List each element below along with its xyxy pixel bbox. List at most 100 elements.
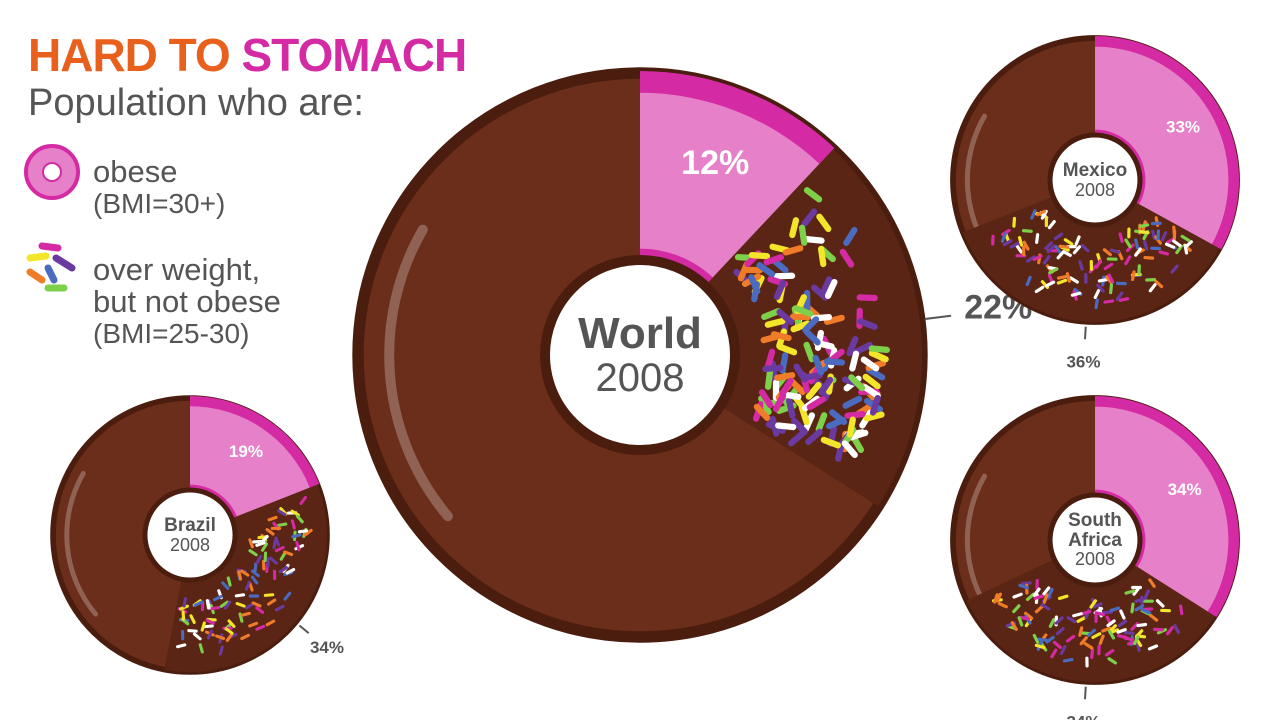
sprinkle bbox=[274, 536, 281, 547]
sprinkle bbox=[1138, 230, 1150, 235]
sprinkle bbox=[1020, 581, 1032, 586]
sprinkle bbox=[1080, 609, 1092, 616]
sprinkle bbox=[290, 519, 296, 530]
value-label: 34% bbox=[310, 638, 344, 657]
sprinkle bbox=[1089, 599, 1098, 609]
sprinkle bbox=[1107, 273, 1115, 284]
sprinkle bbox=[1148, 578, 1156, 588]
sprinkle bbox=[1119, 609, 1126, 620]
sprinkle bbox=[1055, 627, 1065, 636]
sprinkle bbox=[1143, 589, 1150, 600]
sprinkle bbox=[772, 392, 787, 413]
leader-line bbox=[1083, 326, 1087, 340]
sprinkle bbox=[226, 576, 232, 587]
sprinkle bbox=[761, 308, 782, 321]
sprinkle bbox=[1034, 285, 1045, 294]
donut-center: South Africa 2008 bbox=[1050, 495, 1140, 585]
sprinkle bbox=[263, 551, 268, 563]
sprinkle bbox=[770, 331, 792, 342]
sprinkle bbox=[269, 556, 278, 565]
donut-title: South Africa bbox=[1068, 509, 1122, 551]
sprinkle bbox=[793, 363, 808, 383]
sprinkle bbox=[829, 409, 848, 426]
title-part: HARD TO bbox=[28, 29, 231, 81]
sprinkle bbox=[178, 604, 189, 611]
leader-line bbox=[924, 314, 952, 321]
sprinkle bbox=[240, 633, 250, 641]
highlight bbox=[384, 224, 453, 522]
sprinkle bbox=[1104, 649, 1115, 657]
sprinkle bbox=[1076, 616, 1087, 623]
sprinkle bbox=[261, 542, 269, 552]
sprinkle bbox=[1069, 276, 1079, 284]
sprinkle bbox=[1072, 245, 1082, 255]
sprinkle bbox=[823, 314, 845, 325]
sprinkle bbox=[1103, 262, 1114, 271]
donut-hole bbox=[142, 487, 238, 583]
value-label: 36% bbox=[1066, 352, 1100, 371]
sprinkle bbox=[856, 294, 878, 302]
sprinkle bbox=[1035, 233, 1040, 244]
sprinkle bbox=[1018, 583, 1029, 590]
sprinkle bbox=[265, 619, 276, 627]
sprinkle bbox=[1059, 645, 1067, 656]
sprinkle bbox=[261, 559, 266, 571]
sprinkle bbox=[1044, 216, 1048, 228]
sprinkle bbox=[250, 575, 259, 585]
sprinkle bbox=[769, 415, 780, 437]
sprinkle bbox=[1137, 264, 1141, 276]
sprinkle bbox=[297, 529, 309, 534]
sprinkle bbox=[1134, 238, 1140, 250]
sprinkle bbox=[1079, 636, 1088, 646]
sprinkle bbox=[255, 554, 263, 565]
sprinkle bbox=[782, 245, 804, 256]
sprinkle bbox=[1012, 592, 1023, 599]
sprinkle bbox=[1107, 657, 1118, 665]
sprinkle bbox=[1056, 278, 1068, 285]
sprinkle bbox=[824, 278, 838, 299]
sprinkle bbox=[1147, 644, 1159, 651]
sprinkle bbox=[198, 643, 204, 654]
sprinkle bbox=[1164, 242, 1176, 249]
sprinkle bbox=[263, 593, 275, 597]
sprinkle bbox=[234, 593, 246, 598]
sprinkle bbox=[1106, 619, 1116, 628]
sprinkle bbox=[1094, 298, 1099, 310]
sprinkle bbox=[1026, 255, 1036, 263]
sprinkle bbox=[1052, 640, 1062, 649]
sprinkle bbox=[1124, 238, 1132, 249]
sprinkle bbox=[1040, 603, 1051, 611]
sprinkle bbox=[1154, 279, 1164, 289]
sprinkle bbox=[283, 550, 294, 557]
sprinkle bbox=[291, 533, 302, 539]
subtitle: Population who are: bbox=[28, 82, 364, 124]
overweight-slice bbox=[962, 196, 1220, 322]
value-label: 34% bbox=[1168, 480, 1202, 499]
sprinkle bbox=[773, 279, 787, 301]
sprinkle bbox=[1022, 245, 1026, 257]
slice-rim bbox=[190, 396, 320, 488]
sprinkle bbox=[868, 345, 890, 353]
sprinkle bbox=[790, 320, 811, 333]
sprinkle bbox=[816, 213, 832, 233]
sprinkle bbox=[206, 599, 211, 610]
sprinkle bbox=[843, 226, 858, 246]
sprinkle bbox=[1083, 642, 1094, 650]
sprinkle bbox=[1134, 604, 1145, 612]
sprinkle bbox=[1046, 244, 1056, 254]
sprinkle bbox=[248, 538, 254, 549]
sprinkle bbox=[1017, 236, 1024, 247]
slice-rim bbox=[640, 71, 835, 164]
sprinkle bbox=[1118, 297, 1130, 302]
sprinkle bbox=[1134, 597, 1145, 603]
sprinkle bbox=[235, 602, 246, 608]
sprinkle bbox=[1048, 267, 1059, 275]
sprinkle bbox=[1090, 648, 1095, 659]
sprinkle bbox=[1127, 227, 1131, 239]
sprinkle bbox=[277, 509, 287, 517]
sprinkle bbox=[1145, 278, 1157, 282]
slice-rim bbox=[1095, 129, 1146, 205]
sprinkle bbox=[1035, 579, 1039, 590]
sprinkle bbox=[1150, 221, 1162, 226]
sprinkle bbox=[805, 381, 822, 400]
